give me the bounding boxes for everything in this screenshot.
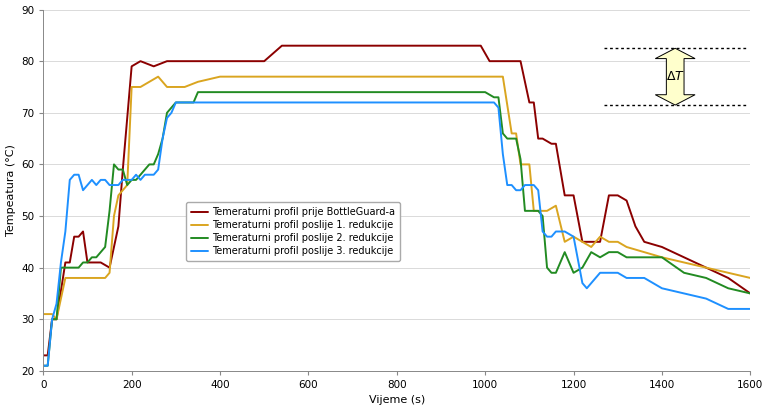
- Temeraturni profil prije BottleGuard-a: [48, 317, 57, 322]
- Temeraturni profil poslije 3. redukcije: [304, 100, 313, 105]
- Temeraturni profil poslije 1. redukcije: [38, 312, 48, 316]
- Temeraturni profil prije BottleGuard-a: [83, 260, 92, 265]
- Temeraturni profil poslije 1. redukcije: [746, 275, 755, 280]
- Temeraturni profil poslije 1. redukcije: [521, 162, 530, 167]
- Temeraturni profil poslije 2. redukcije: [516, 157, 525, 162]
- Line: Temeraturni profil prije BottleGuard-a: Temeraturni profil prije BottleGuard-a: [43, 46, 751, 356]
- Temeraturni profil poslije 2. redukcije: [193, 90, 202, 95]
- Temeraturni profil poslije 3. redukcije: [595, 270, 604, 275]
- Temeraturni profil poslije 1. redukcije: [193, 79, 202, 84]
- Polygon shape: [655, 48, 695, 105]
- Temeraturni profil prije BottleGuard-a: [278, 43, 287, 48]
- Y-axis label: Tempeatura (°C): Tempeatura (°C): [5, 144, 15, 236]
- Temeraturni profil poslije 3. redukcije: [109, 182, 118, 187]
- Temeraturni profil poslije 3. redukcije: [622, 275, 631, 280]
- Temeraturni profil prije BottleGuard-a: [746, 291, 755, 296]
- Temeraturni profil poslije 2. redukcije: [114, 167, 123, 172]
- Temeraturni profil poslije 2. redukcije: [746, 291, 755, 296]
- Temeraturni profil prije BottleGuard-a: [114, 224, 123, 229]
- Line: Temeraturni profil poslije 3. redukcije: Temeraturni profil poslije 3. redukcije: [43, 102, 751, 366]
- Temeraturni profil poslije 1. redukcije: [52, 317, 61, 322]
- Temeraturni profil poslije 3. redukcije: [582, 286, 591, 291]
- Temeraturni profil poslije 1. redukcije: [43, 312, 52, 316]
- Temeraturni profil prije BottleGuard-a: [560, 193, 569, 198]
- Temeraturni profil poslije 2. redukcije: [145, 162, 154, 167]
- Temeraturni profil poslije 1. redukcije: [578, 239, 587, 244]
- Legend: Temeraturni profil prije BottleGuard-a, Temeraturni profil poslije 1. redukcije,: Temeraturni profil prije BottleGuard-a, …: [186, 202, 400, 261]
- Temeraturni profil prije BottleGuard-a: [69, 234, 78, 239]
- Temeraturni profil poslije 2. redukcije: [38, 363, 48, 368]
- Temeraturni profil poslije 2. redukcije: [83, 260, 92, 265]
- Temeraturni profil poslije 1. redukcije: [529, 208, 538, 213]
- Temeraturni profil prije BottleGuard-a: [38, 353, 48, 358]
- Line: Temeraturni profil poslije 1. redukcije: Temeraturni profil poslije 1. redukcije: [43, 77, 751, 319]
- Temeraturni profil poslije 3. redukcije: [171, 100, 181, 105]
- Temeraturni profil poslije 1. redukcije: [154, 74, 163, 79]
- Temeraturni profil poslije 3. redukcije: [145, 172, 154, 177]
- Temeraturni profil poslije 3. redukcije: [746, 307, 755, 312]
- Temeraturni profil poslije 3. redukcije: [38, 363, 48, 368]
- Temeraturni profil poslije 1. redukcije: [507, 131, 516, 136]
- Temeraturni profil poslije 2. redukcije: [503, 136, 512, 141]
- Temeraturni profil prije BottleGuard-a: [463, 43, 472, 48]
- Text: $\Delta T$: $\Delta T$: [666, 70, 684, 83]
- Line: Temeraturni profil poslije 2. redukcije: Temeraturni profil poslije 2. redukcije: [43, 92, 751, 366]
- X-axis label: Vijeme (s): Vijeme (s): [368, 395, 425, 405]
- Temeraturni profil poslije 2. redukcije: [436, 90, 445, 95]
